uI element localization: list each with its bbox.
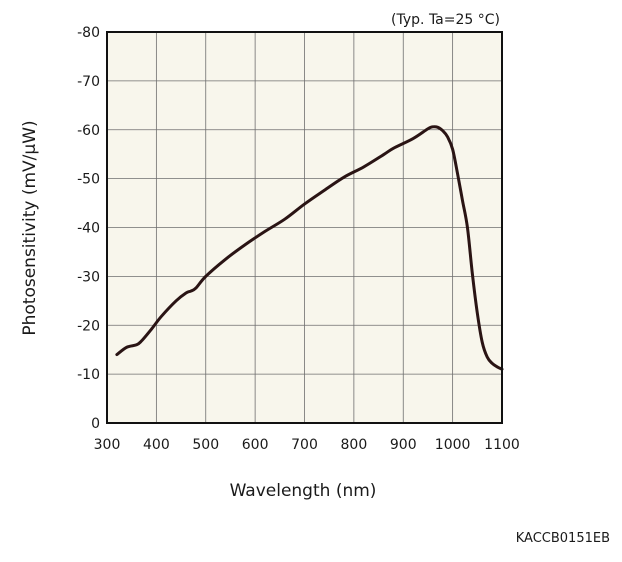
photosensitivity-curve (115, 125, 504, 371)
x-tick-label: 700 (291, 437, 318, 453)
y-tick-label: -60 (77, 123, 100, 139)
plot-frame (106, 31, 503, 424)
x-tick-label: 300 (94, 437, 121, 453)
grid-lines (107, 32, 502, 423)
y-axis-ticks: 0 -10 -20 -30 -40 -50 -60 -70 -80 (77, 25, 100, 432)
y-tick-label: 0 (91, 416, 100, 432)
y-tick-label: -70 (77, 74, 100, 90)
y-tick-label: -80 (77, 25, 100, 41)
x-tick-label: 600 (242, 437, 269, 453)
x-tick-label: 500 (192, 437, 219, 453)
y-tick-label: -20 (77, 318, 100, 334)
x-tick-label: 900 (390, 437, 417, 453)
x-tick-label: 400 (143, 437, 170, 453)
figure-code: KACCB0151EB (516, 531, 610, 546)
y-tick-label: -10 (77, 367, 100, 383)
y-tick-label: -40 (77, 221, 100, 237)
x-axis-ticks: 300 400 500 600 700 800 900 1000 1100 (94, 437, 520, 453)
x-tick-label: 800 (341, 437, 368, 453)
x-tick-label: 1100 (484, 437, 520, 453)
x-tick-label: 1000 (435, 437, 471, 453)
y-axis-title: Photosensitivity (mV/µW) (20, 120, 40, 335)
condition-note: (Typ. Ta=25 °C) (391, 12, 500, 28)
x-axis-title: Wavelength (nm) (230, 481, 377, 501)
y-tick-label: -50 (77, 172, 100, 188)
y-tick-label: -30 (77, 269, 100, 285)
